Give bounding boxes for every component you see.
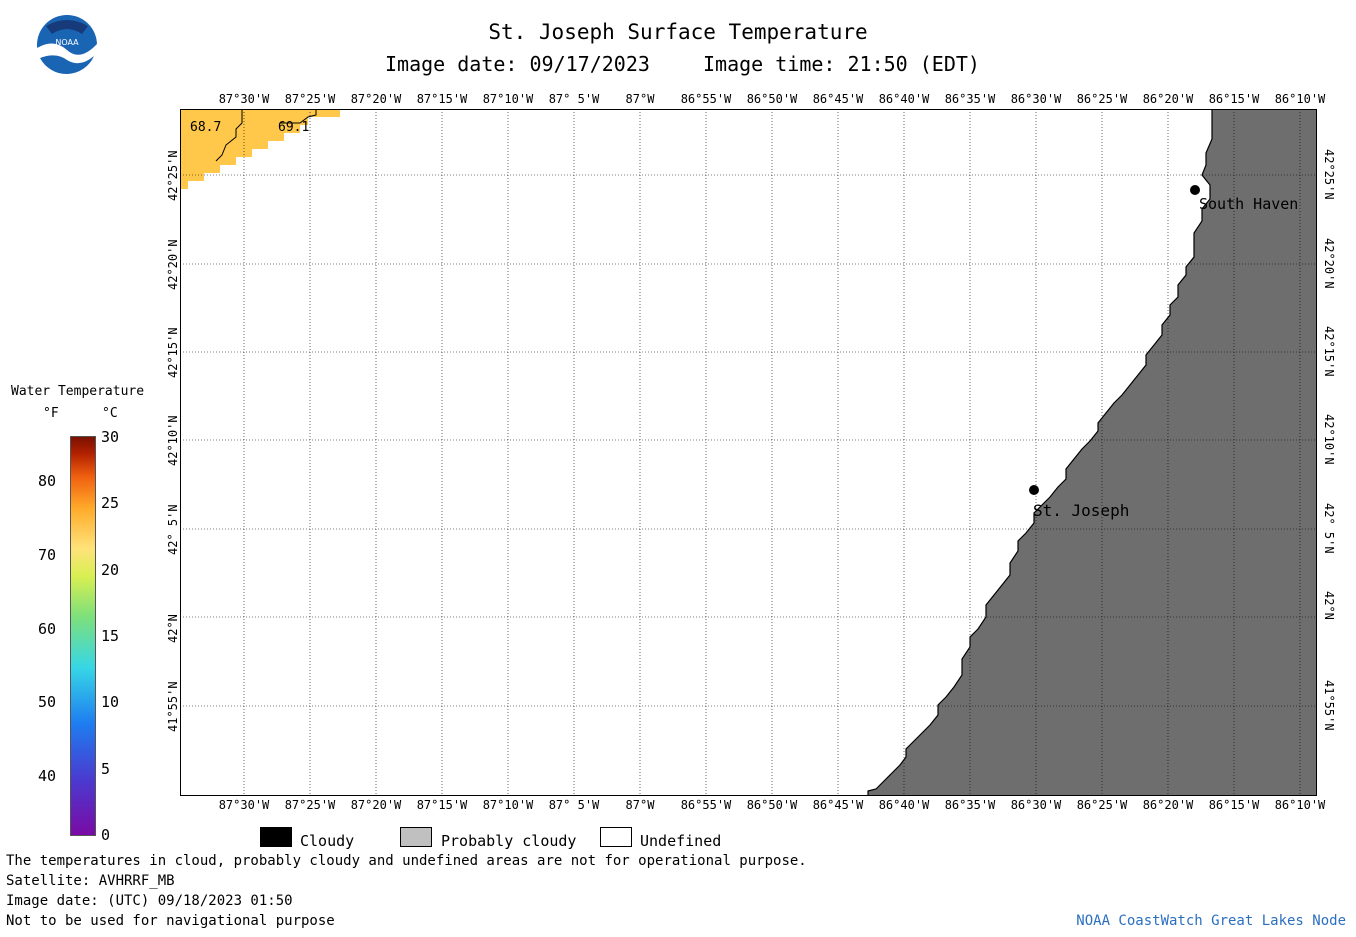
lon-tick-label-top: 86°25'W [1076,92,1128,106]
colorbar-c-label: 15 [101,627,120,645]
lon-tick-label-bottom: 86°25'W [1076,798,1128,812]
lon-tick-label-top: 86°15'W [1208,92,1260,106]
contour-label: 68.7 [190,120,221,135]
colorbar-unit-f: °F [43,406,59,421]
lat-tick-label-left: 42°25'N [166,150,180,201]
footer-note: The temperatures in cloud, probably clou… [6,853,807,869]
lat-tick-label-right: 42°10'N [1322,414,1336,465]
lon-tick-label-bottom: 86°50'W [746,798,798,812]
lon-tick-label-bottom: 86°40'W [878,798,930,812]
lat-tick-label-right: 41°55'N [1322,680,1336,731]
lon-tick-label-top: 87°30'W [218,92,270,106]
city-label-st-joseph: St. Joseph [1033,501,1129,520]
land-area [867,108,1318,797]
lon-tick-label-top: 86°30'W [1010,92,1062,106]
colorbar-f-label: 60 [38,619,57,638]
lon-tick-label-bottom: 86°10'W [1274,798,1326,812]
lat-tick-label-right: 42° 5'N [1322,503,1336,554]
lon-tick-label-top: 87°10'W [482,92,534,106]
colorbar-c-label: 20 [101,560,120,579]
footer-nav-warning: Not to be used for navigational purpose [6,913,335,929]
lat-tick-label-left: 42°20'N [166,239,180,290]
map-border [180,109,1317,796]
lon-tick-label-bottom: 87° 5'W [548,798,600,812]
lat-tick-label-right: 42°25'N [1322,149,1336,200]
colorbar-c-label: 25 [101,494,120,513]
lon-tick-label-bottom: 87°W [625,798,655,812]
colorbar-f-label: 50 [38,693,57,712]
contour-line [280,109,317,124]
lon-tick-label-top: 86°55'W [680,92,732,106]
lon-tick-label-bottom: 87°15'W [416,798,468,812]
colorbar-c-label: 10 [101,693,120,712]
graticule [180,109,1317,796]
colorbar-c-label: 30 [101,428,120,446]
lat-tick-label-right: 42°N [1322,591,1336,620]
legend-label-cloudy: Cloudy [300,832,355,850]
lat-tick-label-left: 42° 5'N [166,504,180,555]
lon-tick-label-top: 86°20'W [1142,92,1194,106]
lon-tick-label-top: 87°15'W [416,92,468,106]
contour-label: 69.1 [278,120,309,135]
map-panel[interactable]: 68.7 69.1 South Haven St. Joseph [180,108,1318,797]
temperature-patch [180,109,340,189]
lat-tick-label-right: 42°15'N [1322,326,1336,377]
lat-tick-label-left: 42°N [166,614,180,643]
colorbar-f-label: 40 [38,767,57,786]
logo-text: NOAA [55,38,79,47]
legend-swatch-probably-cloudy [400,827,432,847]
lat-tick-label-right: 42°20'N [1322,238,1336,289]
city-marker-st-joseph[interactable] [1029,485,1039,495]
colorbar-c-label: 0 [101,826,111,844]
colorbar-c-label: 5 [101,759,111,778]
colorbar-title: Water Temperature [11,384,145,399]
footer-utc-date: Image date: (UTC) 09/18/2023 01:50 [6,893,293,909]
lon-tick-label-top: 87°W [625,92,655,106]
map-title: St. Joseph Surface Temperature [488,20,868,44]
lon-tick-label-top: 87°25'W [284,92,336,106]
contour-line [215,109,243,162]
lon-tick-label-bottom: 87°25'W [284,798,336,812]
lon-tick-label-top: 86°50'W [746,92,798,106]
lon-tick-label-bottom: 86°55'W [680,798,732,812]
colorbar-f-label: 70 [38,545,57,564]
noaa-logo: NOAA [36,14,98,84]
footer-credit[interactable]: NOAA CoastWatch Great Lakes Node [1076,913,1346,929]
city-marker-south-haven[interactable] [1190,185,1200,195]
lon-tick-label-top: 87° 5'W [548,92,600,106]
lat-tick-label-left: 42°10'N [166,415,180,466]
lon-tick-label-top: 86°40'W [878,92,930,106]
city-label-south-haven: South Haven [1199,195,1298,213]
colorbar [70,436,96,836]
lat-tick-label-left: 42°15'N [166,327,180,378]
lon-tick-label-bottom: 86°15'W [1208,798,1260,812]
lon-tick-label-top: 86°35'W [944,92,996,106]
lon-tick-label-top: 86°45'W [812,92,864,106]
lon-tick-label-bottom: 87°10'W [482,798,534,812]
colorbar-unit-c: °C [102,406,118,421]
legend-swatch-undefined [600,827,632,847]
map-svg: 68.7 69.1 South Haven St. Joseph [180,108,1318,797]
legend-label-undefined: Undefined [640,832,722,850]
image-date: Image date: 09/17/2023 [385,52,650,76]
lon-tick-label-bottom: 86°35'W [944,798,996,812]
lon-tick-label-bottom: 86°45'W [812,798,864,812]
legend-swatch-cloudy [260,827,292,847]
colorbar-f-label: 80 [38,472,57,491]
lon-tick-label-top: 87°20'W [350,92,402,106]
lon-tick-label-bottom: 87°20'W [350,798,402,812]
lon-tick-label-top: 86°10'W [1274,92,1326,106]
lon-tick-label-bottom: 87°30'W [218,798,270,812]
image-time: Image time: 21:50 (EDT) [703,52,980,76]
legend-label-probably-cloudy: Probably cloudy [441,832,577,850]
lon-tick-label-bottom: 86°30'W [1010,798,1062,812]
lon-tick-label-bottom: 86°20'W [1142,798,1194,812]
footer-satellite: Satellite: AVHRRF_MB [6,873,175,889]
lat-tick-label-left: 41°55'N [166,681,180,732]
